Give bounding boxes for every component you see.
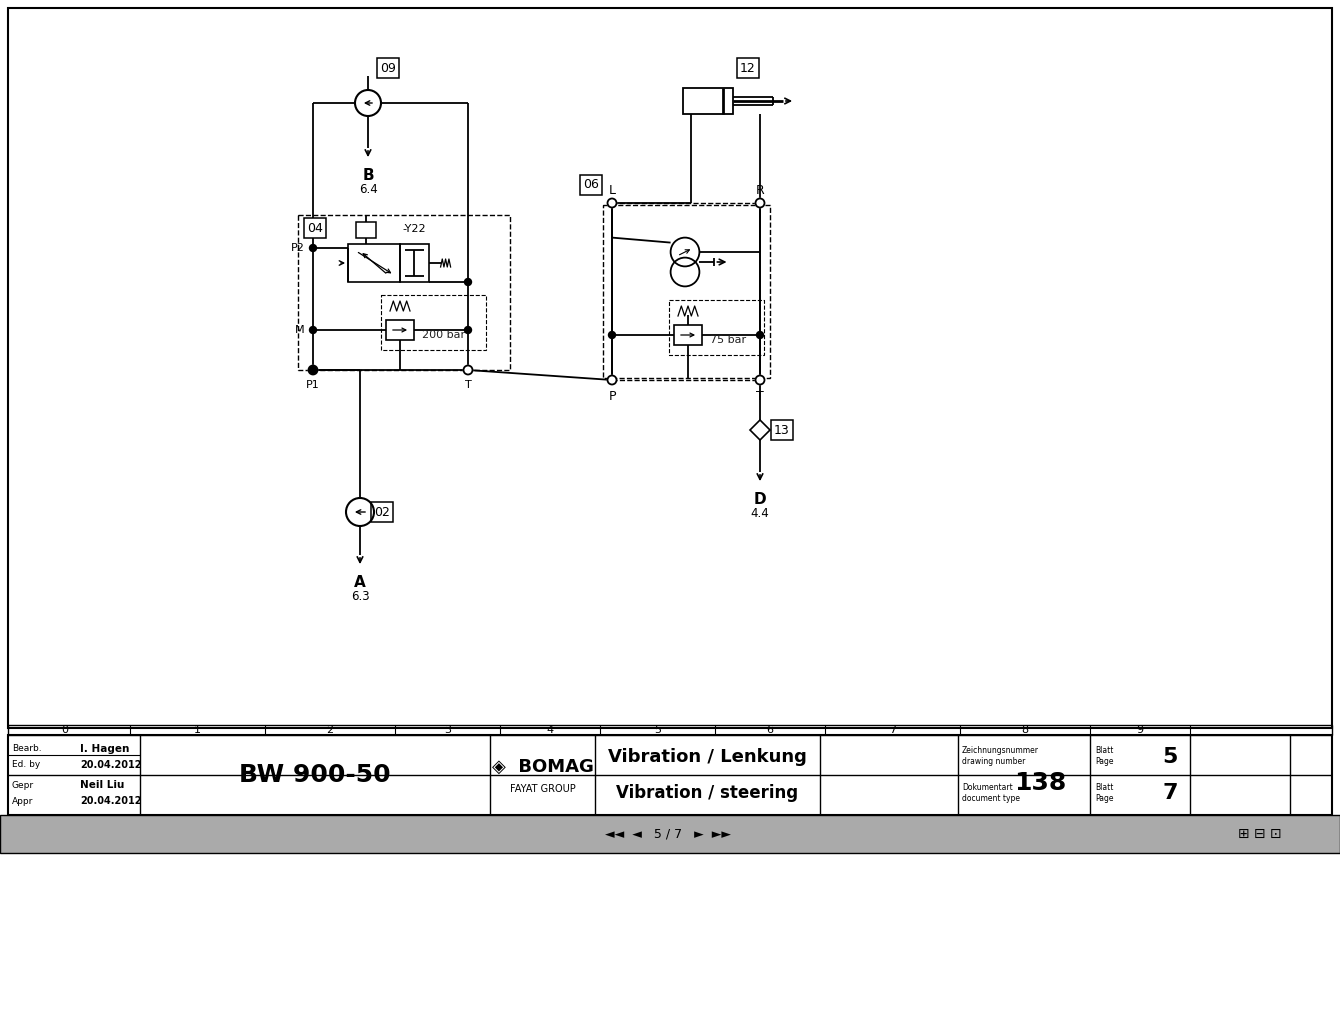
Circle shape <box>310 367 316 373</box>
Circle shape <box>756 375 765 384</box>
Text: R: R <box>756 184 764 197</box>
Text: 20.04.2012: 20.04.2012 <box>80 759 142 770</box>
Circle shape <box>465 279 472 285</box>
Text: 3: 3 <box>444 725 452 735</box>
Text: P1: P1 <box>306 380 320 390</box>
Text: Bearb.: Bearb. <box>12 744 42 753</box>
Text: 9: 9 <box>1136 725 1143 735</box>
Bar <box>8 735 1332 815</box>
Text: B: B <box>362 168 374 183</box>
Text: 75 bar: 75 bar <box>710 335 746 345</box>
Bar <box>348 244 401 282</box>
Text: T: T <box>756 390 764 403</box>
Text: -Y22: -Y22 <box>402 224 426 234</box>
Text: P: P <box>608 390 616 403</box>
Circle shape <box>607 198 616 207</box>
Bar <box>8 8 1332 728</box>
Text: BW 900-50: BW 900-50 <box>239 763 391 787</box>
Text: I. Hagen: I. Hagen <box>80 744 130 753</box>
Bar <box>401 244 429 282</box>
Text: drawing number: drawing number <box>962 757 1025 766</box>
Text: 138: 138 <box>1014 771 1067 795</box>
Text: 20.04.2012: 20.04.2012 <box>80 796 142 806</box>
Text: L: L <box>608 184 615 197</box>
Bar <box>381 295 486 350</box>
Text: T: T <box>465 380 472 390</box>
Circle shape <box>464 366 473 374</box>
Text: P2: P2 <box>291 243 306 253</box>
Text: Vibration / steering: Vibration / steering <box>616 785 799 802</box>
Text: 4.4: 4.4 <box>750 507 769 520</box>
Text: Zeichnungsnummer: Zeichnungsnummer <box>962 746 1038 755</box>
Text: ◈  BOMAG: ◈ BOMAG <box>492 758 594 776</box>
Text: 02: 02 <box>374 506 390 518</box>
Text: Page: Page <box>1095 794 1114 803</box>
Bar <box>297 215 511 370</box>
Text: 12: 12 <box>740 61 756 75</box>
Bar <box>0 815 1340 853</box>
Text: Neil Liu: Neil Liu <box>80 781 125 790</box>
Bar <box>669 300 764 355</box>
Text: document type: document type <box>962 794 1020 803</box>
Bar <box>386 320 414 340</box>
Text: 06: 06 <box>583 179 599 191</box>
Text: 7: 7 <box>1162 784 1178 803</box>
Circle shape <box>308 366 318 374</box>
Text: Dokumentart: Dokumentart <box>962 783 1013 792</box>
Text: Page: Page <box>1095 757 1114 766</box>
Text: Ed. by: Ed. by <box>12 760 40 770</box>
Text: 04: 04 <box>307 222 323 234</box>
Text: ◄◄  ◄   5 / 7   ►  ►►: ◄◄ ◄ 5 / 7 ► ►► <box>604 828 736 840</box>
Circle shape <box>607 375 616 384</box>
Text: Blatt: Blatt <box>1095 746 1114 755</box>
Text: M: M <box>295 325 306 335</box>
Text: 6.3: 6.3 <box>351 590 370 603</box>
Circle shape <box>310 326 316 333</box>
Text: D: D <box>753 492 766 507</box>
Circle shape <box>757 331 764 338</box>
Text: Blatt: Blatt <box>1095 783 1114 792</box>
Text: 200 bar: 200 bar <box>422 330 465 340</box>
Text: ⊞ ⊟ ⊡: ⊞ ⊟ ⊡ <box>1238 827 1282 841</box>
Bar <box>603 205 770 378</box>
Bar <box>674 325 702 345</box>
Text: 1: 1 <box>194 725 201 735</box>
Text: 5: 5 <box>1162 747 1178 766</box>
Circle shape <box>608 331 615 338</box>
Text: 13: 13 <box>775 423 789 436</box>
Text: 6: 6 <box>766 725 773 735</box>
Circle shape <box>310 244 316 251</box>
Text: 5: 5 <box>654 725 661 735</box>
Text: Gepr: Gepr <box>12 781 34 790</box>
Bar <box>683 88 733 114</box>
Text: Appr: Appr <box>12 797 34 806</box>
Text: 09: 09 <box>381 61 395 75</box>
Text: 6.4: 6.4 <box>359 183 378 196</box>
Text: Vibration / Lenkung: Vibration / Lenkung <box>607 748 807 765</box>
Circle shape <box>756 198 765 207</box>
Text: 7: 7 <box>888 725 896 735</box>
Text: 4: 4 <box>547 725 553 735</box>
Text: A: A <box>354 575 366 590</box>
Circle shape <box>465 326 472 333</box>
Bar <box>356 222 377 238</box>
Text: FAYAT GROUP: FAYAT GROUP <box>511 784 576 794</box>
Text: 0: 0 <box>62 725 68 735</box>
Bar <box>8 725 1332 735</box>
Text: 2: 2 <box>327 725 334 735</box>
Text: 8: 8 <box>1021 725 1029 735</box>
